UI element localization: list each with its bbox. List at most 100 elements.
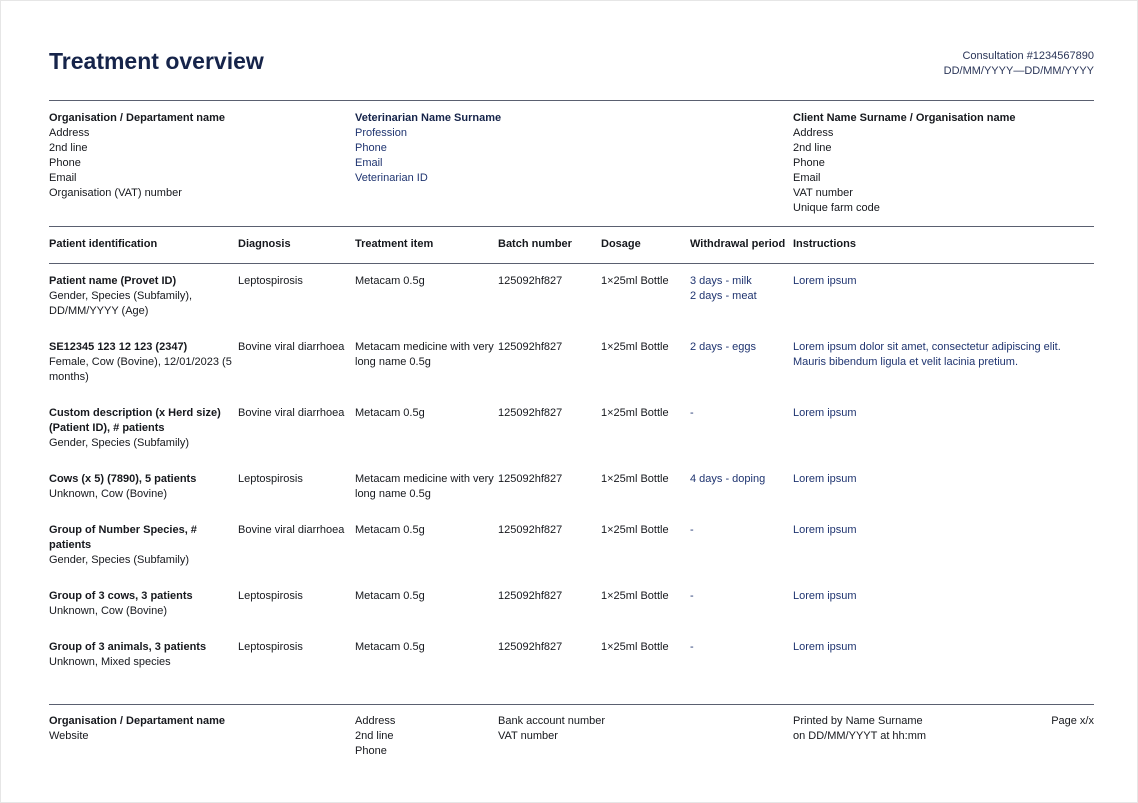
organisation-detail-line: Email bbox=[49, 172, 77, 184]
organisation-detail-line: Organisation (VAT) number bbox=[49, 187, 182, 199]
column-header: Withdrawal period bbox=[690, 226, 793, 264]
column-header: Batch number bbox=[498, 226, 601, 264]
veterinarian-detail-line: Phone bbox=[355, 142, 387, 154]
client-detail-line: Phone bbox=[793, 157, 825, 169]
batch-number-cell: 125092hf827 bbox=[498, 523, 563, 536]
page-title: Treatment overview bbox=[49, 48, 264, 74]
withdrawal-period: 4 days - doping bbox=[690, 472, 766, 485]
withdrawal-period: - bbox=[690, 589, 694, 602]
consultation-number: Consultation #1234567890 bbox=[962, 50, 1094, 62]
client-block: Client Name Surname / Organisation name … bbox=[793, 111, 1016, 216]
treatment-item-cell: Metacam 0.5g bbox=[355, 406, 425, 419]
organisation-detail-line: 2nd line bbox=[49, 142, 88, 154]
date-range: DD/MM/YYYY—DD/MM/YYYY bbox=[943, 65, 1094, 77]
column-header: Instructions bbox=[793, 226, 1094, 264]
patient-title: Patient name (Provet ID) bbox=[49, 274, 177, 287]
withdrawal-cell: - bbox=[690, 630, 793, 681]
instructions-cell: Lorem ipsum bbox=[793, 640, 857, 653]
footer-vat: VAT number bbox=[498, 730, 558, 742]
withdrawal-cell: 4 days - doping bbox=[690, 462, 793, 513]
client-detail-line: Email bbox=[793, 172, 821, 184]
patient-title: Group of 3 animals, 3 patients bbox=[49, 640, 207, 653]
veterinarian-detail-line: Email bbox=[355, 157, 383, 169]
treatment-item-cell: Metacam 0.5g bbox=[355, 523, 425, 536]
footer-bank-account: Bank account number bbox=[498, 715, 606, 727]
batch-number-cell: 125092hf827 bbox=[498, 472, 563, 485]
dosage-cell: 1×25ml Bottle bbox=[601, 523, 669, 536]
client-detail-line: Unique farm code bbox=[793, 202, 880, 214]
instructions-cell: Lorem ipsum dolor sit amet, consectetur … bbox=[793, 340, 1061, 368]
organisation-name: Organisation / Departament name bbox=[49, 112, 226, 124]
page-number: Page x/x bbox=[1051, 715, 1094, 727]
patient-cell: Group of Number Species, # patients Gende… bbox=[49, 513, 238, 579]
patient-details: Unknown, Cow (Bovine) bbox=[49, 487, 167, 500]
withdrawal-period: - bbox=[690, 406, 694, 419]
dosage-cell: 1×25ml Bottle bbox=[601, 640, 669, 653]
client-detail-line: Address bbox=[793, 127, 834, 139]
patient-details: Gender, Species (Subfamily), DD/MM/YYYY … bbox=[49, 289, 193, 317]
treatment-table: Patient identification Diagnosis Treatment… bbox=[49, 226, 1094, 681]
column-header: Patient identification bbox=[49, 226, 238, 264]
batch-number-cell: 125092hf827 bbox=[498, 340, 563, 353]
veterinarian-detail-line: Profession bbox=[355, 127, 407, 139]
patient-details: Gender, Species (Subfamily) bbox=[49, 553, 190, 566]
treatment-item-cell: Metacam medicine with very long name 0.5… bbox=[355, 472, 494, 500]
organisation-detail-line: Phone bbox=[49, 157, 81, 169]
patient-details: Unknown, Cow (Bovine) bbox=[49, 604, 167, 617]
footer-organisation: Organisation / Departament name Website bbox=[49, 714, 225, 744]
table-row: Cows (x 5) (7890), 5 patients Unknown, Co… bbox=[49, 462, 1094, 513]
dosage-cell: 1×25ml Bottle bbox=[601, 589, 669, 602]
dosage-cell: 1×25ml Bottle bbox=[601, 340, 669, 353]
table-header: Patient identification Diagnosis Treatment… bbox=[49, 226, 1094, 264]
table-row: Group of Number Species, # patients Gende… bbox=[49, 513, 1094, 579]
footer-bank: Bank account number VAT number bbox=[498, 714, 605, 744]
table-row: Group of 3 cows, 3 patients Unknown, Cow … bbox=[49, 579, 1094, 630]
footer-address-line: Address bbox=[355, 715, 396, 727]
patient-title: Custom description (x Herd size) (Patien… bbox=[49, 406, 221, 434]
withdrawal-cell: 2 days - eggs bbox=[690, 330, 793, 396]
instructions-cell: Lorem ipsum bbox=[793, 589, 857, 602]
table-row: Patient name (Provet ID) Gender, Species … bbox=[49, 263, 1094, 330]
withdrawal-cell: 3 days - milk 2 days - meat bbox=[690, 263, 793, 330]
column-header: Treatment item bbox=[355, 226, 498, 264]
patient-details: Female, Cow (Bovine), 12/01/2023 (5 mont… bbox=[49, 355, 232, 383]
table-row: SE12345 123 12 123 (2347) Female, Cow (Bo… bbox=[49, 330, 1094, 396]
diagnosis-cell: Bovine viral diarrhoea bbox=[238, 406, 345, 419]
withdrawal-cell: - bbox=[690, 396, 793, 462]
treatment-item-cell: Metacam medicine with very long name 0.5… bbox=[355, 340, 494, 368]
batch-number-cell: 125092hf827 bbox=[498, 274, 563, 287]
patient-details: Unknown, Mixed species bbox=[49, 655, 171, 668]
footer-address-line: Phone bbox=[355, 745, 387, 757]
withdrawal-period: 2 days - meat bbox=[690, 289, 757, 302]
footer-address-line: 2nd line bbox=[355, 730, 394, 742]
patient-cell: Group of 3 animals, 3 patients Unknown, M… bbox=[49, 630, 238, 681]
client-detail-line: VAT number bbox=[793, 187, 853, 199]
patient-cell: Custom description (x Herd size) (Patien… bbox=[49, 396, 238, 462]
footer-org-name: Organisation / Departament name bbox=[49, 715, 226, 727]
withdrawal-period: - bbox=[690, 523, 694, 536]
instructions-cell: Lorem ipsum bbox=[793, 472, 857, 485]
diagnosis-cell: Leptospirosis bbox=[238, 274, 303, 287]
veterinarian-block: Veterinarian Name Surname Profession Phon… bbox=[355, 111, 501, 186]
patient-title: Group of 3 cows, 3 patients bbox=[49, 589, 193, 602]
patient-details: Gender, Species (Subfamily) bbox=[49, 436, 190, 449]
dosage-cell: 1×25ml Bottle bbox=[601, 406, 669, 419]
diagnosis-cell: Leptospirosis bbox=[238, 472, 303, 485]
treatment-item-cell: Metacam 0.5g bbox=[355, 640, 425, 653]
table-row: Custom description (x Herd size) (Patien… bbox=[49, 396, 1094, 462]
patient-cell: Group of 3 cows, 3 patients Unknown, Cow … bbox=[49, 579, 238, 630]
withdrawal-period: - bbox=[690, 640, 694, 653]
diagnosis-cell: Leptospirosis bbox=[238, 640, 303, 653]
consultation-info: Consultation #1234567890 DD/MM/YYYY—DD/M… bbox=[944, 49, 1094, 79]
footer-printed: Printed by Name Surname on DD/MM/YYYT at… bbox=[793, 714, 926, 744]
withdrawal-cell: - bbox=[690, 579, 793, 630]
organisation-detail-line: Address bbox=[49, 127, 90, 139]
patient-title: Group of Number Species, # patients bbox=[49, 523, 197, 551]
footer-website: Website bbox=[49, 730, 89, 742]
client-detail-line: 2nd line bbox=[793, 142, 832, 154]
withdrawal-cell: - bbox=[690, 513, 793, 579]
diagnosis-cell: Bovine viral diarrhoea bbox=[238, 340, 345, 353]
divider bbox=[49, 704, 1094, 705]
organisation-block: Organisation / Departament name Address 2… bbox=[49, 111, 225, 201]
patient-title: SE12345 123 12 123 (2347) bbox=[49, 340, 188, 353]
